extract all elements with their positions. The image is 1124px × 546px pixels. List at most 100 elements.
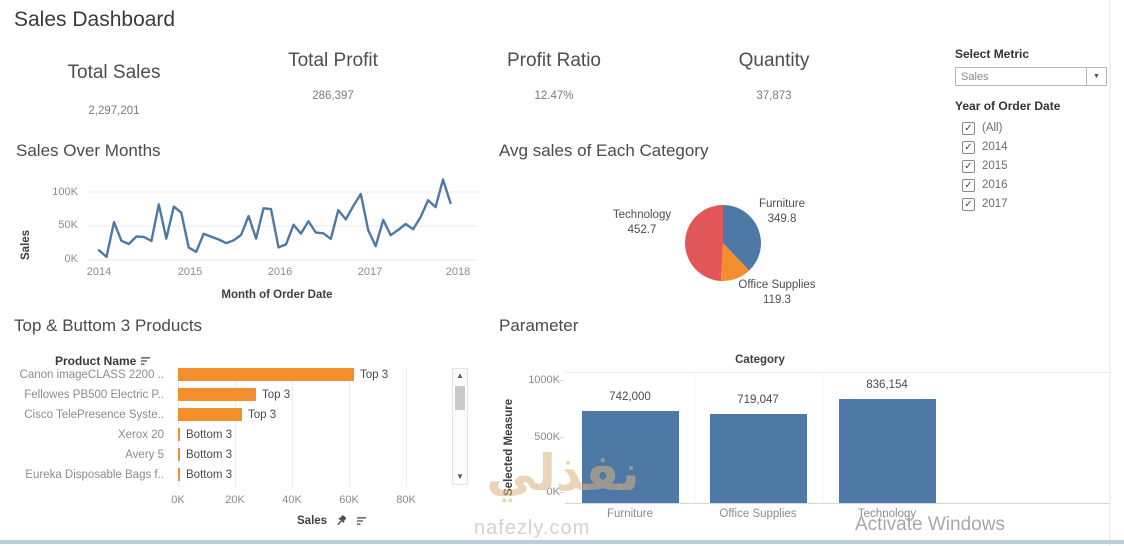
plot-top-border bbox=[565, 372, 1110, 373]
checkbox-icon[interactable]: ✓ bbox=[962, 159, 975, 173]
bar-value-label: 836,154 bbox=[866, 379, 908, 391]
pie-label-office-supplies: Office Supplies 119.3 bbox=[722, 278, 832, 308]
checkbox-icon[interactable]: ✓ bbox=[962, 197, 975, 211]
year-checkbox-row[interactable]: ✓ (All) bbox=[962, 120, 1002, 136]
bar-value-label: 719,047 bbox=[737, 394, 779, 406]
y-tick: 50K bbox=[58, 219, 78, 231]
product-name-label: Eureka Disposable Bags f.. bbox=[25, 469, 164, 481]
product-name-label: Fellowes PB500 Electric P.. bbox=[24, 389, 164, 401]
top-bottom-tag: Bottom 3 bbox=[186, 469, 233, 481]
y-tick: 0K bbox=[64, 253, 78, 265]
tick-mark bbox=[559, 437, 564, 438]
pie-slice-label: Furniture bbox=[758, 198, 806, 210]
checkbox-label: 2017 bbox=[982, 198, 1008, 210]
category-pie-chart bbox=[685, 205, 761, 281]
sort-icon[interactable] bbox=[140, 356, 152, 366]
product-sales-bar[interactable] bbox=[178, 448, 180, 461]
pie-label-technology: Technology 452.7 bbox=[596, 208, 688, 238]
scroll-up-icon[interactable]: ▲ bbox=[456, 371, 464, 380]
category-label: Office Supplies bbox=[719, 508, 797, 520]
category-label: Technology bbox=[857, 508, 917, 520]
window-bottom-border bbox=[0, 540, 1124, 544]
year-checkbox-row[interactable]: ✓ 2015 bbox=[962, 158, 1008, 174]
gridline bbox=[235, 368, 236, 486]
kpi-label: Profit Ratio bbox=[507, 50, 601, 71]
year-checkbox-row[interactable]: ✓ 2017 bbox=[962, 196, 1008, 212]
top-bottom-tag: Top 3 bbox=[248, 409, 277, 421]
category-bar[interactable] bbox=[710, 414, 807, 503]
kpi-value: 2,297,201 bbox=[88, 105, 140, 117]
sort-icon[interactable] bbox=[356, 516, 368, 526]
checkbox-label: 2016 bbox=[982, 179, 1008, 191]
category-bar[interactable] bbox=[582, 411, 679, 503]
x-tick: 20K bbox=[225, 494, 245, 506]
tick-mark bbox=[559, 492, 564, 493]
scrollbar-thumb[interactable] bbox=[455, 386, 465, 410]
product-sales-bar[interactable] bbox=[178, 468, 180, 481]
kpi-value: 286,397 bbox=[312, 90, 354, 102]
x-tick: 2016 bbox=[267, 266, 293, 278]
y-tick: 1000K bbox=[528, 374, 560, 386]
kpi-value: 37,873 bbox=[756, 90, 792, 102]
gridline bbox=[349, 368, 350, 486]
top-bottom-tag: Top 3 bbox=[262, 389, 291, 401]
product-sales-bar[interactable] bbox=[178, 408, 243, 421]
product-name-label: Xerox 20 bbox=[117, 429, 164, 441]
checkbox-icon[interactable]: ✓ bbox=[962, 140, 975, 154]
products-scrollbar[interactable]: ▲ ▼ bbox=[452, 368, 468, 485]
checkbox-icon[interactable]: ✓ bbox=[962, 178, 975, 192]
pie-slice-office-supplies[interactable] bbox=[720, 243, 750, 281]
kpi-label: Quantity bbox=[738, 50, 810, 71]
dropdown-selected-value: Sales bbox=[961, 70, 989, 83]
pie-slice-technology[interactable] bbox=[685, 205, 723, 281]
line-x-axis-title: Month of Order Date bbox=[221, 289, 333, 301]
x-tick: 60K bbox=[339, 494, 359, 506]
line-y-axis-title: Sales bbox=[20, 229, 32, 260]
scroll-down-icon[interactable]: ▼ bbox=[456, 472, 464, 481]
watermark-domain: nafezly.com bbox=[474, 517, 591, 539]
chevron-down-icon[interactable]: ▼ bbox=[1086, 68, 1106, 85]
product-sales-bar[interactable] bbox=[178, 388, 257, 401]
x-tick: 80K bbox=[396, 494, 416, 506]
column-header-label: Product Name bbox=[55, 354, 137, 368]
sales-over-months-line-chart bbox=[88, 178, 478, 261]
kpi-quantity: Quantity 37,873 bbox=[679, 50, 869, 102]
product-name-label: Canon imageCLASS 2200 .. bbox=[19, 369, 164, 381]
product-name-label: Avery 5 bbox=[125, 449, 164, 461]
x-tick: 2015 bbox=[177, 266, 203, 278]
product-sales-bar[interactable] bbox=[178, 428, 180, 441]
product-sales-bar[interactable] bbox=[178, 368, 354, 381]
right-edge-line bbox=[1109, 0, 1111, 546]
kpi-total-sales: Total Sales 2,297,201 bbox=[19, 62, 209, 117]
checkbox-label: (All) bbox=[982, 122, 1003, 134]
kpi-label: Total Sales bbox=[67, 62, 161, 83]
activate-windows-text: Activate Windows bbox=[855, 514, 1005, 535]
select-metric-dropdown[interactable]: Sales ▼ bbox=[955, 67, 1107, 86]
x-tick: 0K bbox=[171, 494, 185, 506]
pie-slice-value: 349.8 bbox=[767, 213, 797, 225]
pie-chart-title: Avg sales of Each Category bbox=[499, 141, 709, 160]
pie-label-furniture: Furniture 349.8 bbox=[736, 197, 828, 227]
top-bottom-tag: Bottom 3 bbox=[186, 429, 233, 441]
gridline bbox=[406, 368, 407, 486]
pin-icon[interactable] bbox=[335, 514, 348, 527]
product-name-column-header[interactable]: Product Name bbox=[55, 354, 152, 368]
axis-title-label: Sales bbox=[297, 514, 328, 527]
sales-line bbox=[97, 178, 452, 259]
pie-slice-label: Technology bbox=[612, 209, 672, 221]
pie-slice-furniture[interactable] bbox=[723, 205, 761, 271]
page-title: Sales Dashboard bbox=[14, 8, 176, 31]
products-chart-title: Top & Buttom 3 Products bbox=[14, 316, 203, 335]
y-tick: 100K bbox=[52, 186, 78, 198]
x-tick: 2014 bbox=[86, 266, 112, 278]
products-x-axis-title: Sales bbox=[297, 514, 368, 527]
kpi-total-profit: Total Profit 286,397 bbox=[238, 50, 428, 102]
column-divider bbox=[822, 372, 823, 503]
y-tick: 500K bbox=[534, 431, 560, 443]
year-checkbox-row[interactable]: ✓ 2016 bbox=[962, 177, 1008, 193]
category-bar[interactable] bbox=[839, 399, 936, 503]
year-checkbox-row[interactable]: ✓ 2014 bbox=[962, 139, 1008, 155]
checkbox-icon[interactable]: ✓ bbox=[962, 121, 975, 135]
top-bottom-tag: Top 3 bbox=[360, 369, 389, 381]
kpi-value: 12.47% bbox=[534, 90, 574, 102]
